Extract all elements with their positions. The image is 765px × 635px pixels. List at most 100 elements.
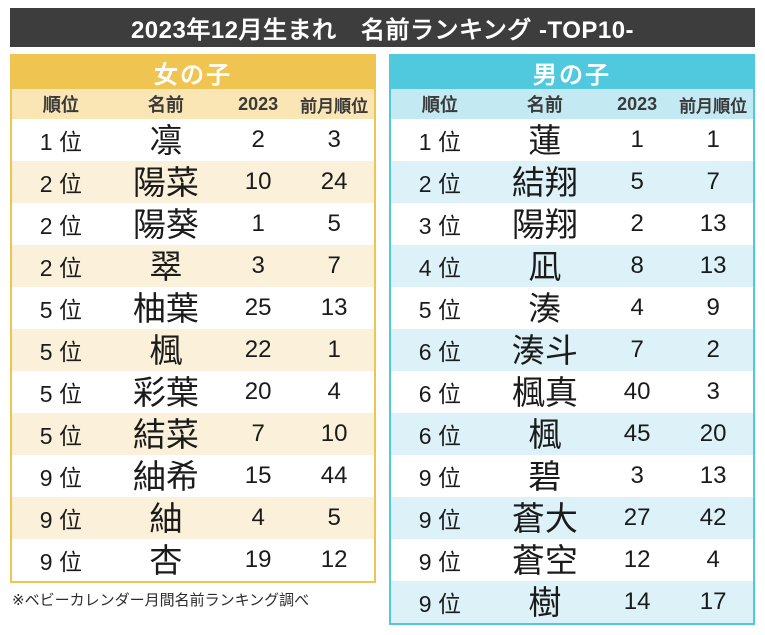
- rank-cell: 4 位: [418, 255, 461, 281]
- rank-cell: 2 位: [39, 213, 82, 239]
- prev-rank-cell: 13: [320, 294, 348, 321]
- count-2023-cell: 5: [630, 168, 644, 195]
- girls-table-title: 女の子: [12, 56, 374, 89]
- prev-rank-cell: 44: [320, 462, 348, 489]
- column-header-2023: 2023: [617, 93, 658, 114]
- table-row: 6 位 楓真 40 3: [391, 371, 753, 413]
- rank-cell: 5 位: [39, 297, 82, 323]
- count-2023-cell: 7: [630, 336, 644, 363]
- count-2023-cell: 1: [630, 126, 644, 153]
- column-header-name: 名前: [147, 95, 184, 115]
- table-row: 9 位 紬希 15 44: [12, 455, 374, 497]
- boys-panel: 男の子 順位 名前 2023 前月順位 1 位 蓮 1 1 2 位 結翔 5 7…: [389, 54, 755, 625]
- count-2023-cell: 15: [244, 462, 272, 489]
- rank-cell: 5 位: [39, 339, 82, 365]
- rank-cell: 9 位: [39, 549, 82, 575]
- prev-rank-cell: 4: [706, 546, 720, 573]
- name-cell: 紬希: [132, 457, 199, 495]
- rank-cell: 2 位: [39, 171, 82, 197]
- column-header-name: 名前: [526, 95, 563, 115]
- name-cell: 楓真: [511, 373, 578, 411]
- name-cell: 湊: [528, 289, 562, 327]
- table-row: 9 位 碧 3 13: [391, 455, 753, 497]
- rank-cell: 9 位: [418, 549, 461, 575]
- prev-rank-cell: 9: [706, 294, 720, 321]
- count-2023-cell: 12: [623, 546, 651, 573]
- rank-cell: 2 位: [39, 255, 82, 281]
- name-cell: 樹: [528, 583, 562, 621]
- prev-rank-cell: 1: [706, 126, 720, 153]
- table-row: 5 位 彩葉 20 4: [12, 371, 374, 413]
- name-cell: 蒼大: [511, 499, 578, 537]
- table-row: 5 位 湊 4 9: [391, 287, 753, 329]
- rank-cell: 5 位: [39, 381, 82, 407]
- column-header-2023: 2023: [238, 93, 279, 114]
- prev-rank-cell: 7: [706, 168, 720, 195]
- prev-rank-cell: 5: [327, 504, 341, 531]
- prev-rank-cell: 3: [327, 126, 341, 153]
- table-row: 2 位 陽葵 1 5: [12, 203, 374, 245]
- rank-cell: 6 位: [418, 339, 461, 365]
- rank-cell: 1 位: [39, 129, 82, 155]
- count-2023-cell: 20: [244, 378, 272, 405]
- count-2023-cell: 14: [623, 588, 651, 615]
- name-cell: 翠: [149, 247, 183, 285]
- table-row: 2 位 陽菜 10 24: [12, 161, 374, 203]
- table-row: 9 位 樹 14 17: [391, 581, 753, 623]
- prev-rank-cell: 20: [699, 420, 727, 447]
- girls-ranking-table: 女の子 順位 名前 2023 前月順位 1 位 凛 2 3 2 位 陽菜 10 …: [10, 54, 376, 583]
- prev-rank-cell: 13: [699, 252, 727, 279]
- count-2023-cell: 19: [244, 546, 272, 573]
- girls-panel: 女の子 順位 名前 2023 前月順位 1 位 凛 2 3 2 位 陽菜 10 …: [10, 54, 376, 610]
- prev-rank-cell: 1: [327, 336, 341, 363]
- name-cell: 柚葉: [132, 289, 199, 327]
- count-2023-cell: 4: [251, 504, 265, 531]
- table-row: 9 位 蒼大 27 42: [391, 497, 753, 539]
- name-cell: 凛: [149, 121, 183, 159]
- prev-rank-cell: 13: [699, 210, 727, 237]
- count-2023-cell: 3: [251, 252, 265, 279]
- count-2023-cell: 2: [630, 210, 644, 237]
- prev-rank-cell: 10: [320, 420, 348, 447]
- table-row: 9 位 杏 19 12: [12, 539, 374, 581]
- count-2023-cell: 1: [251, 210, 265, 237]
- rank-cell: 9 位: [39, 507, 82, 533]
- page-title: 2023年12月生まれ 名前ランキング -TOP10-: [130, 17, 635, 44]
- prev-rank-cell: 3: [706, 378, 720, 405]
- count-2023-cell: 7: [251, 420, 265, 447]
- name-cell: 碧: [528, 457, 562, 495]
- rank-cell: 5 位: [418, 297, 461, 323]
- name-cell: 陽翔: [511, 205, 578, 243]
- table-row: 5 位 柚葉 25 13: [12, 287, 374, 329]
- table-row: 5 位 楓 22 1: [12, 329, 374, 371]
- table-row: 2 位 翠 3 7: [12, 245, 374, 287]
- count-2023-cell: 45: [623, 420, 651, 447]
- count-2023-cell: 10: [244, 168, 272, 195]
- count-2023-cell: 4: [630, 294, 644, 321]
- rank-cell: 2 位: [418, 171, 461, 197]
- name-cell: 杏: [149, 541, 183, 579]
- count-2023-cell: 3: [630, 462, 644, 489]
- table-row: 9 位 蒼空 12 4: [391, 539, 753, 581]
- rank-cell: 9 位: [39, 465, 82, 491]
- count-2023-cell: 2: [251, 126, 265, 153]
- table-body: 1 位 蓮 1 1 2 位 結翔 5 7 3 位 陽翔 2 13 4 位 凪 8…: [391, 119, 753, 623]
- name-cell: 蒼空: [511, 541, 578, 579]
- prev-rank-cell: 5: [327, 210, 341, 237]
- prev-rank-cell: 13: [699, 462, 727, 489]
- name-cell: 蓮: [528, 121, 562, 159]
- rank-cell: 3 位: [418, 213, 461, 239]
- prev-rank-cell: 42: [699, 504, 727, 531]
- count-2023-cell: 25: [244, 294, 272, 321]
- name-cell: 結翔: [511, 163, 578, 201]
- name-cell: 彩葉: [132, 373, 199, 411]
- column-header-prev-month: 前月順位: [300, 96, 369, 116]
- prev-rank-cell: 4: [327, 378, 341, 405]
- rank-cell: 9 位: [418, 591, 461, 617]
- column-header-rank: 順位: [421, 95, 458, 115]
- count-2023-cell: 8: [630, 252, 644, 279]
- girls-column-header-row: 順位 名前 2023 前月順位: [12, 89, 374, 119]
- footnote: ※ベビーカレンダー月間名前ランキング調べ: [12, 592, 310, 609]
- name-cell: 楓: [528, 415, 562, 453]
